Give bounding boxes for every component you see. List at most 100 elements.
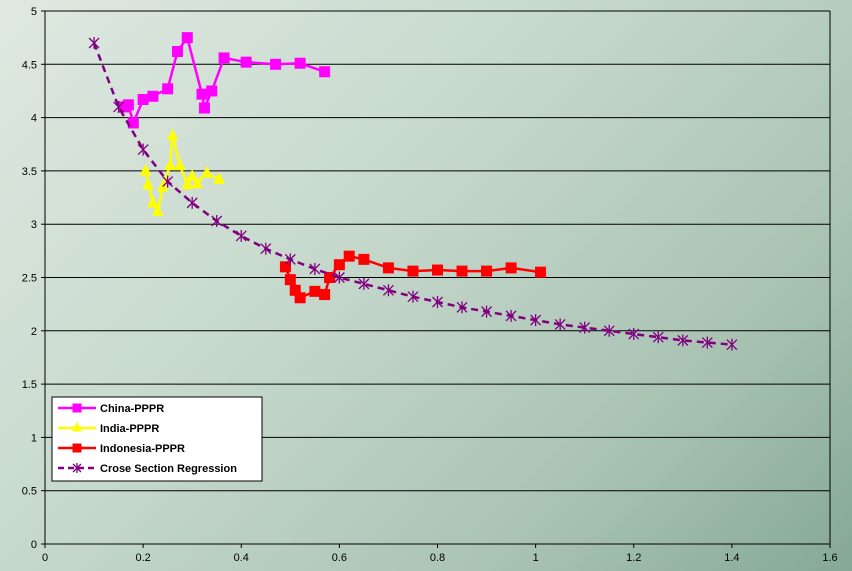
legend-label: Indonesia-PPPR [100, 443, 185, 455]
data-point [701, 336, 713, 349]
series-china-pppr [118, 32, 331, 129]
data-point [382, 262, 394, 274]
data-point [628, 327, 640, 340]
data-point [198, 102, 210, 114]
data-point [88, 36, 100, 49]
data-point [260, 242, 272, 255]
data-point [279, 261, 291, 273]
data-point [284, 274, 296, 286]
data-point [137, 93, 149, 105]
data-point [505, 309, 517, 322]
data-point [407, 265, 419, 277]
data-point [240, 56, 252, 68]
data-point [270, 58, 282, 70]
data-point [211, 215, 223, 228]
y-tick-label: 0 [31, 539, 37, 551]
data-point [213, 172, 225, 184]
data-point [343, 250, 355, 262]
data-point [196, 88, 208, 100]
data-point [113, 100, 125, 113]
x-tick-label: 0.6 [332, 552, 347, 564]
data-point [284, 253, 296, 266]
y-tick-label: 2.5 [22, 273, 37, 285]
data-point [191, 176, 203, 189]
data-point [319, 289, 331, 301]
data-point [137, 143, 149, 156]
data-point [324, 272, 336, 283]
data-point [481, 265, 493, 277]
legend-swatch-marker [72, 443, 82, 453]
data-point [201, 165, 213, 178]
data-point [186, 169, 198, 181]
data-point [535, 266, 547, 278]
data-point [407, 290, 419, 303]
legend-box [51, 396, 263, 482]
data-point [432, 296, 443, 309]
data-point [139, 163, 152, 176]
x-tick-label: 1.6 [822, 552, 837, 564]
series-indonesia-pppr [279, 250, 547, 304]
data-point [358, 253, 370, 265]
data-point [186, 196, 198, 209]
legend-label: China-PPPR [100, 403, 164, 415]
data-point [554, 318, 566, 331]
y-tick-label: 5 [31, 6, 37, 18]
legend: China-PPPR India-PPPR Indonesia-PPPR Crose … [51, 396, 263, 482]
series-plot-area [88, 32, 738, 351]
x-tick-label: 0.4 [234, 552, 249, 564]
y-tick-label: 3 [31, 219, 37, 231]
series-india-pppr [139, 128, 225, 216]
data-point [309, 285, 321, 297]
data-point [652, 331, 664, 344]
data-point [319, 66, 331, 78]
data-point [432, 264, 443, 276]
data-point [122, 99, 134, 111]
data-point [166, 128, 179, 141]
data-point [162, 83, 174, 95]
data-point [456, 265, 468, 277]
x-tick-label: 1 [533, 552, 539, 564]
data-point [333, 271, 345, 284]
data-point [382, 284, 394, 297]
x-tick-label: 1.2 [626, 552, 641, 564]
y-tick-label: 3.5 [22, 166, 37, 178]
axes: 0 0.5 1 1.5 2 2.5 3 3.5 4 4.5 5 0 0.2 0.4 0.6 0.8 1 1.2 1.… [22, 6, 838, 564]
data-point [677, 334, 689, 347]
legend-label: Crose Section Regression [100, 463, 237, 475]
x-tick-label: 0.8 [430, 552, 445, 564]
data-point [235, 229, 247, 242]
data-point [726, 338, 738, 351]
y-tick-label: 4 [31, 113, 37, 125]
legend-swatch-marker [72, 421, 82, 432]
data-point [309, 262, 321, 275]
data-point [294, 292, 306, 304]
y-tick-label: 0.5 [22, 486, 37, 498]
data-point [147, 195, 159, 208]
data-point [579, 321, 591, 334]
data-point [218, 52, 230, 64]
legend-swatch-marker [72, 463, 82, 473]
data-point [481, 305, 493, 318]
data-point [456, 301, 468, 314]
data-point [147, 90, 159, 102]
data-point [181, 32, 193, 44]
y-tick-label: 1.5 [22, 379, 37, 391]
legend-label: India-PPPR [100, 423, 159, 435]
data-point [505, 262, 517, 274]
series-crose-section-regression [88, 36, 738, 351]
y-tick-label: 2 [31, 326, 37, 338]
data-point [164, 158, 176, 171]
data-point [174, 158, 186, 171]
x-tick-label: 1.4 [724, 552, 739, 564]
data-point [530, 314, 542, 327]
data-point [171, 46, 183, 58]
x-tick-label: 0.2 [135, 552, 150, 564]
x-tick-label: 0 [42, 552, 48, 564]
data-point [358, 277, 370, 290]
data-point [603, 324, 615, 337]
y-tick-label: 1 [31, 432, 37, 444]
data-point [333, 259, 345, 271]
data-point [142, 177, 154, 190]
